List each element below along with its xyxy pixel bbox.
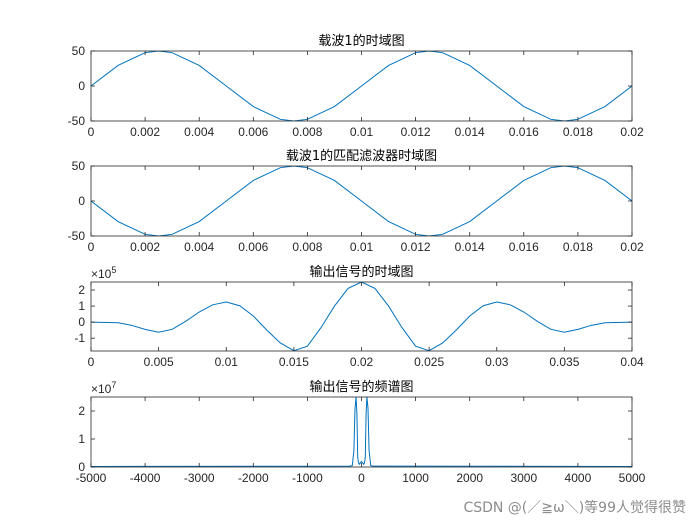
- y-tick-label: 0: [78, 79, 85, 93]
- x-tick-label: 0.01: [215, 355, 239, 369]
- x-tick-label: 0.004: [184, 240, 214, 254]
- subplot-title: 输出信号的时域图: [309, 264, 413, 280]
- y-tick-label: 2: [78, 404, 85, 418]
- y-tick-label: 0: [78, 194, 85, 208]
- x-tick-label: 2000: [456, 471, 483, 485]
- subplot-1: 0 0.002 0.004 0.006 0.008 0.01 0.012 0.014 0.016…: [68, 33, 644, 139]
- x-tick-label: 0.008: [292, 240, 322, 254]
- x-tick-label: 0.004: [184, 125, 214, 139]
- x-tick-label: 0.018: [563, 125, 593, 139]
- x-tick-label: 0.006: [238, 240, 268, 254]
- x-tick-label: 0.006: [238, 125, 268, 139]
- y-tick-label: 50: [72, 44, 86, 58]
- x-tick-label: 0.018: [563, 240, 593, 254]
- x-tick-label: 0: [358, 471, 365, 485]
- x-tick-label: 0.01: [350, 125, 374, 139]
- series-line-1: [91, 397, 632, 467]
- y-exponent-label: ×107: [91, 380, 116, 396]
- x-tick-label: 0.02: [620, 125, 644, 139]
- subplot-title: 载波1的时域图: [318, 33, 404, 49]
- x-tick-label: 0.012: [401, 125, 431, 139]
- axes-box: [90, 396, 633, 468]
- y-tick-label: 0: [78, 315, 85, 329]
- x-tick-label: 0.02: [350, 355, 374, 369]
- x-tick-label: 0.01: [350, 240, 374, 254]
- x-tick-label: 0.04: [620, 355, 644, 369]
- x-tick-label: 4000: [565, 471, 592, 485]
- x-tick-label: 3000: [510, 471, 537, 485]
- x-tick-label: 0.02: [620, 240, 644, 254]
- x-tick-label: -1000: [292, 471, 323, 485]
- series-line-1: [91, 51, 632, 121]
- subplot-4: -5000 -4000 -3000 -2000 -1000 0 1000 2000 3000 40…: [76, 379, 646, 485]
- x-tick-label: 0: [88, 240, 95, 254]
- x-tick-label: 0.012: [401, 240, 431, 254]
- x-tick-label: 0.016: [509, 125, 539, 139]
- x-tick-label: 5000: [619, 471, 646, 485]
- x-tick-label: -4000: [130, 471, 161, 485]
- x-tick-label: 0.014: [455, 125, 485, 139]
- x-tick-label: 0.035: [549, 355, 579, 369]
- x-tick-label: 0: [88, 125, 95, 139]
- y-tick-label: 1: [78, 299, 85, 313]
- y-tick-label: -50: [68, 229, 86, 243]
- y-tick-label: -1: [74, 331, 85, 345]
- x-tick-label: -3000: [184, 471, 215, 485]
- x-tick-label: 0.015: [279, 355, 309, 369]
- x-tick-label: -5000: [76, 471, 107, 485]
- subplot-title: 载波1的匹配滤波器时域图: [286, 148, 437, 164]
- y-tick-label: -50: [68, 114, 86, 128]
- subplot-2: 0 0.002 0.004 0.006 0.008 0.01 0.012 0.014 0.016…: [68, 148, 644, 254]
- x-tick-label: 0.005: [144, 355, 174, 369]
- series-line-1: [91, 282, 632, 351]
- x-tick-label: 0: [88, 355, 95, 369]
- x-tick-label: 1000: [402, 471, 429, 485]
- series-line-1: [91, 166, 632, 236]
- y-tick-label: 1: [78, 432, 85, 446]
- x-tick-label: 0.008: [292, 125, 322, 139]
- x-tick-label: 0.002: [130, 240, 160, 254]
- y-tick-label: 2: [78, 283, 85, 297]
- subplot-title: 输出信号的频谱图: [309, 379, 413, 395]
- axes-box: [90, 281, 633, 352]
- watermark-text: CSDN @(／≧ω＼)等99人觉得很赞: [463, 500, 686, 516]
- y-tick-label: 50: [72, 159, 86, 173]
- x-tick-label: 0.014: [455, 240, 485, 254]
- subplot-3: 0 0.005 0.01 0.015 0.02 0.025 0.03 0.035 0.04-10…: [74, 264, 644, 369]
- x-tick-label: 0.025: [414, 355, 444, 369]
- y-exponent-label: ×105: [91, 265, 116, 281]
- x-tick-label: 0.016: [509, 240, 539, 254]
- x-tick-label: 0.03: [485, 355, 509, 369]
- y-tick-label: 0: [78, 460, 85, 474]
- x-tick-label: 0.002: [130, 125, 160, 139]
- x-tick-label: -2000: [238, 471, 269, 485]
